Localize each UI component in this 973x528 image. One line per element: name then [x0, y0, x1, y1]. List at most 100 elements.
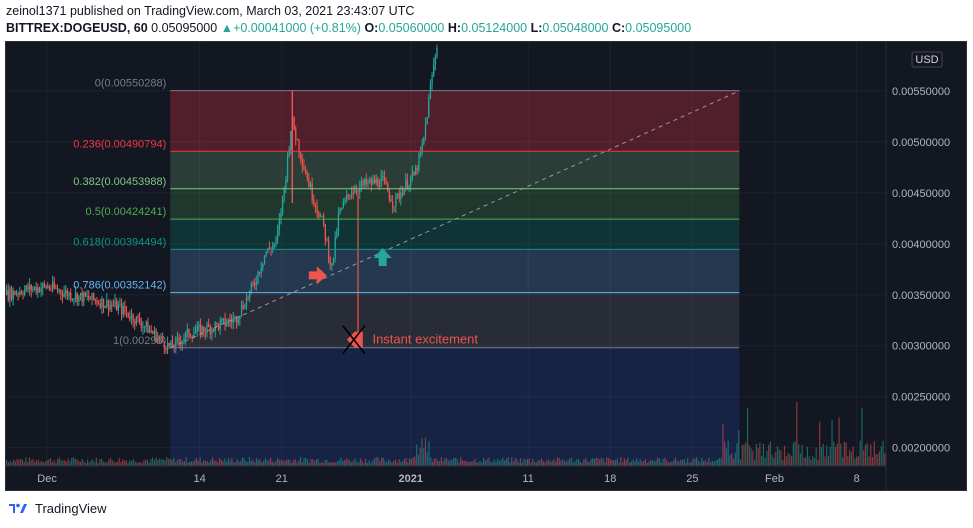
volume-bar	[674, 457, 676, 466]
x-tick-label: Dec	[37, 473, 57, 485]
candle-body	[332, 257, 335, 264]
candle-body	[403, 188, 405, 196]
volume-bar	[317, 458, 319, 466]
volume-bar	[197, 460, 200, 466]
volume-bar	[864, 444, 867, 466]
candle-body	[212, 328, 215, 331]
volume-bar	[847, 456, 849, 466]
volume-bar	[375, 457, 377, 466]
volume-bar	[319, 462, 321, 466]
volume-bar	[618, 462, 620, 466]
volume-bar	[192, 461, 194, 466]
volume-bar	[153, 460, 156, 466]
candle-body	[15, 293, 18, 295]
candle-body	[153, 330, 156, 334]
volume-bar	[562, 459, 564, 466]
volume-bar	[409, 458, 411, 466]
volume-bar	[312, 459, 314, 466]
volume-bar	[71, 457, 73, 466]
candle-body	[377, 178, 379, 187]
volume-bar	[613, 460, 615, 466]
candle-body	[349, 195, 351, 197]
volume-bar	[625, 460, 627, 466]
volume-bar	[845, 442, 847, 466]
volume-bar	[250, 460, 252, 466]
candle-body	[155, 330, 157, 342]
volume-bar	[321, 462, 323, 466]
candle-body	[232, 318, 234, 323]
volume-bar	[778, 449, 780, 466]
volume-bar	[813, 457, 816, 466]
volume-bar	[687, 458, 689, 466]
volume-bar	[541, 458, 543, 466]
chart-background	[6, 42, 966, 490]
candle-body	[421, 143, 423, 151]
volume-bar	[291, 462, 293, 466]
candle-body	[323, 215, 325, 225]
volume-bar	[578, 458, 580, 466]
volume-bar	[701, 457, 703, 466]
candle-body	[104, 306, 106, 308]
chart-panel[interactable]: 0(0.00550288) 0.236(0.00490794) 0.382(0.00…	[5, 41, 967, 491]
candle-body	[157, 337, 159, 342]
volume-bar	[497, 458, 499, 466]
volume-bar	[446, 458, 448, 466]
candle-body	[120, 303, 123, 315]
candle-body	[170, 341, 172, 346]
volume-bar	[157, 460, 159, 466]
annotation-instant-excitement: Instant excitement	[372, 332, 478, 347]
volume-bar	[567, 459, 569, 466]
volume-bar	[39, 462, 41, 466]
volume-bar	[607, 458, 610, 466]
volume-bar	[810, 459, 812, 466]
volume-bar	[32, 458, 34, 466]
volume-bar	[488, 457, 490, 466]
candle-body	[415, 168, 417, 175]
price-axis	[886, 42, 966, 490]
volume-bar	[710, 462, 712, 466]
volume-bar	[241, 457, 244, 466]
volume-bar	[28, 457, 31, 466]
volume-bar	[632, 459, 634, 466]
candle-body	[321, 215, 323, 217]
volume-bar	[370, 462, 372, 466]
volume-bar	[741, 444, 743, 466]
volume-bar	[95, 457, 97, 466]
volume-bar	[796, 401, 798, 466]
fib-zone	[170, 219, 740, 250]
volume-bar	[761, 455, 763, 466]
candle-body	[306, 174, 308, 179]
candle-body	[145, 321, 147, 327]
volume-bar	[539, 459, 541, 466]
volume-bar	[430, 457, 432, 466]
candle-body	[124, 306, 126, 312]
chart-svg[interactable]: 0(0.00550288) 0.236(0.00490794) 0.382(0.00…	[6, 42, 966, 490]
candle-body	[252, 283, 254, 285]
candle-body	[237, 319, 239, 323]
volume-bar	[544, 462, 546, 466]
volume-bar	[824, 456, 826, 466]
volume-bar	[458, 462, 460, 466]
volume-bar	[127, 462, 129, 466]
candle-body	[260, 267, 262, 273]
candle-body	[53, 282, 55, 288]
candle-body	[143, 326, 146, 328]
candle-body	[318, 212, 320, 217]
y-tick-label: 0.00500000	[892, 137, 950, 149]
fib-label: 1(0.00298)	[113, 335, 166, 347]
volume-bar	[129, 460, 131, 466]
volume-bar	[507, 457, 509, 466]
volume-bar	[572, 462, 574, 466]
volume-bar	[790, 456, 793, 466]
volume-bar	[456, 458, 458, 466]
volume-bar	[563, 460, 566, 466]
candle-body	[24, 289, 26, 295]
volume-bar	[210, 460, 212, 466]
candle-body	[434, 56, 437, 64]
candle-body	[114, 300, 116, 306]
candle-body	[55, 287, 57, 289]
volume-bar	[437, 460, 439, 466]
candle-body	[265, 252, 267, 256]
candle-body	[214, 322, 216, 331]
volume-bar	[213, 460, 215, 466]
